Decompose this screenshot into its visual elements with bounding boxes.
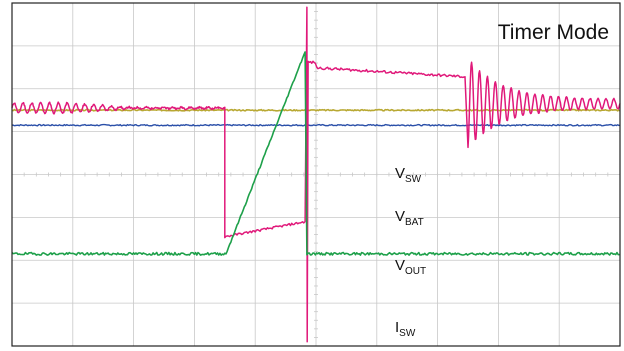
trace-v-bat	[11, 108, 621, 112]
chart-title: Timer Mode	[498, 21, 609, 44]
label-i-sw: ISW	[395, 319, 416, 339]
label-v-sw: VSW	[395, 165, 422, 185]
label-v-bat: VBAT	[395, 208, 424, 228]
label-v-out: VOUT	[395, 257, 426, 277]
graticule	[11, 2, 621, 347]
trace-i-sw	[11, 51, 620, 256]
screen-frame	[11, 2, 621, 347]
trace-v-sw	[11, 6, 621, 343]
waveform-traces	[11, 6, 621, 343]
trace-v-out	[11, 123, 621, 127]
